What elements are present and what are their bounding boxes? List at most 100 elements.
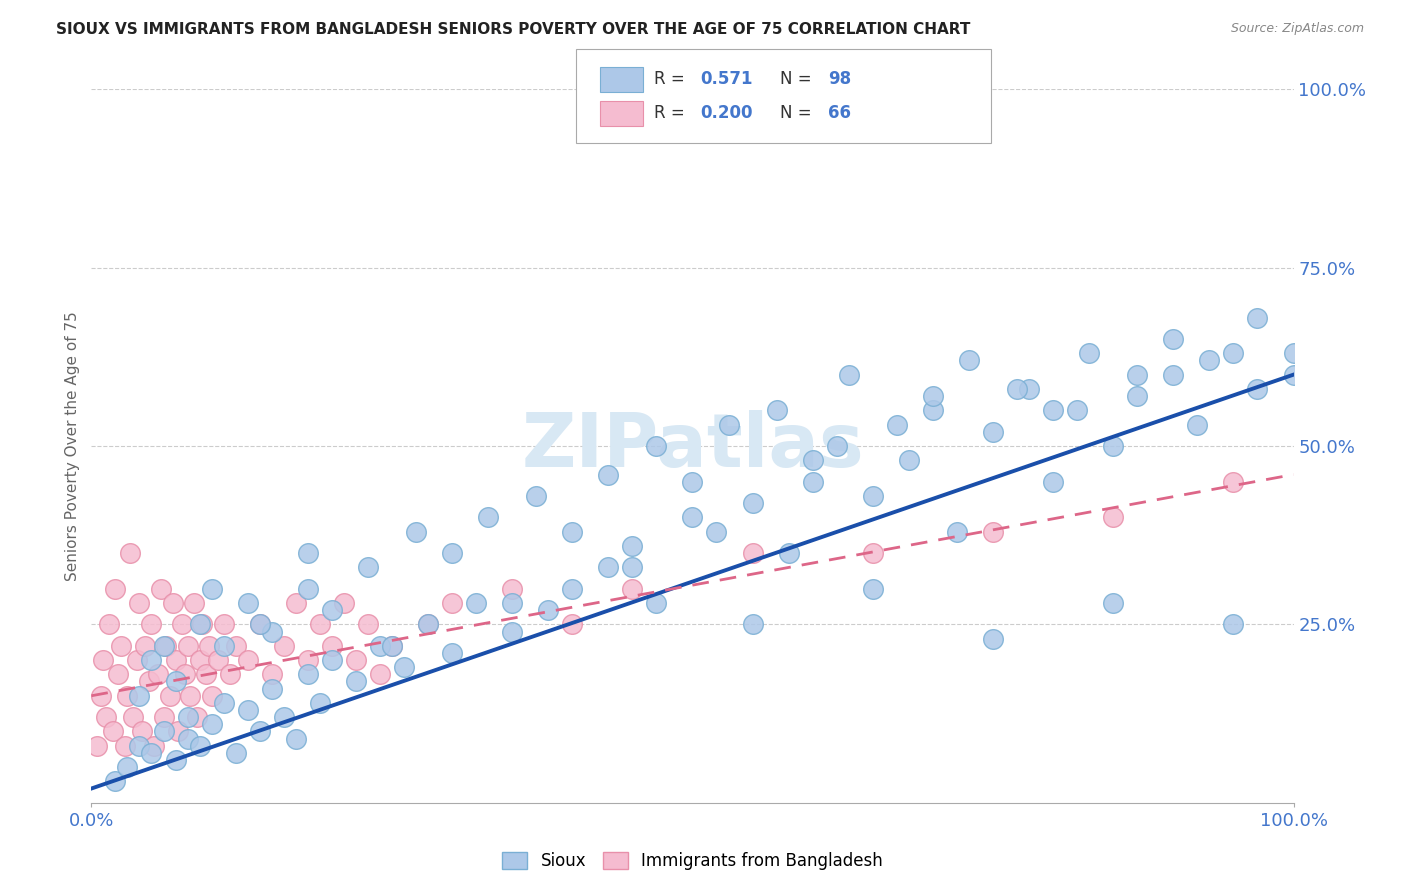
Point bbox=[152, 639, 174, 653]
Point bbox=[118, 546, 141, 560]
Point bbox=[1222, 475, 1244, 489]
Point bbox=[1222, 346, 1244, 360]
Point bbox=[1198, 353, 1220, 368]
Point bbox=[862, 582, 884, 596]
Point bbox=[162, 596, 184, 610]
Point bbox=[862, 546, 884, 560]
Point bbox=[357, 617, 380, 632]
Point bbox=[141, 617, 163, 632]
Point bbox=[741, 546, 763, 560]
Point bbox=[260, 681, 283, 696]
Point bbox=[537, 603, 560, 617]
Point bbox=[174, 667, 197, 681]
Point bbox=[344, 653, 367, 667]
Point bbox=[440, 646, 463, 660]
Point bbox=[117, 760, 139, 774]
Point bbox=[201, 689, 224, 703]
Point bbox=[357, 560, 380, 574]
Point bbox=[957, 353, 980, 368]
Point bbox=[825, 439, 848, 453]
Point bbox=[297, 667, 319, 681]
Point bbox=[717, 417, 740, 432]
Point bbox=[98, 617, 121, 632]
Point bbox=[946, 524, 969, 539]
Point bbox=[477, 510, 499, 524]
Point bbox=[440, 596, 463, 610]
Point bbox=[167, 724, 190, 739]
Point bbox=[284, 731, 307, 746]
Point bbox=[368, 639, 391, 653]
Point bbox=[249, 617, 271, 632]
Point bbox=[107, 667, 129, 681]
Point bbox=[381, 639, 404, 653]
Point bbox=[405, 524, 427, 539]
Point bbox=[741, 496, 763, 510]
Point bbox=[308, 617, 330, 632]
Point bbox=[598, 560, 620, 574]
Point bbox=[416, 617, 439, 632]
Point bbox=[260, 624, 283, 639]
Point bbox=[1102, 596, 1125, 610]
Point bbox=[141, 746, 163, 760]
Text: Source: ZipAtlas.com: Source: ZipAtlas.com bbox=[1230, 22, 1364, 36]
Point bbox=[440, 546, 463, 560]
Point bbox=[1126, 389, 1149, 403]
Point bbox=[321, 603, 343, 617]
Point bbox=[297, 653, 319, 667]
Point bbox=[621, 560, 644, 574]
Point bbox=[284, 596, 307, 610]
Point bbox=[183, 596, 205, 610]
Point bbox=[194, 667, 217, 681]
Point bbox=[188, 739, 211, 753]
Point bbox=[392, 660, 415, 674]
Point bbox=[561, 582, 583, 596]
Point bbox=[165, 653, 187, 667]
Point bbox=[142, 739, 165, 753]
Point bbox=[165, 674, 187, 689]
Text: R =: R = bbox=[654, 70, 690, 88]
Point bbox=[236, 703, 259, 717]
Point bbox=[465, 596, 488, 610]
Point bbox=[176, 731, 198, 746]
Point bbox=[188, 653, 211, 667]
Point bbox=[897, 453, 920, 467]
Point bbox=[138, 674, 160, 689]
Text: 66: 66 bbox=[828, 104, 851, 122]
Point bbox=[128, 689, 150, 703]
Point bbox=[333, 596, 356, 610]
Point bbox=[179, 689, 201, 703]
Point bbox=[165, 753, 187, 767]
Point bbox=[236, 653, 259, 667]
Point bbox=[201, 717, 224, 731]
Point bbox=[128, 739, 150, 753]
Point bbox=[981, 425, 1004, 439]
Point bbox=[838, 368, 860, 382]
Point bbox=[922, 389, 945, 403]
Point bbox=[1018, 382, 1040, 396]
Point bbox=[1222, 617, 1244, 632]
Point bbox=[1066, 403, 1088, 417]
Point bbox=[1102, 439, 1125, 453]
Point bbox=[125, 653, 148, 667]
Point bbox=[191, 617, 214, 632]
Point bbox=[1187, 417, 1209, 432]
Point bbox=[561, 617, 583, 632]
Point bbox=[93, 653, 115, 667]
Point bbox=[1005, 382, 1028, 396]
Point bbox=[207, 653, 229, 667]
Point bbox=[225, 746, 247, 760]
Point bbox=[236, 596, 259, 610]
Point bbox=[212, 696, 235, 710]
Point bbox=[104, 774, 127, 789]
Point bbox=[801, 453, 824, 467]
Point bbox=[94, 710, 117, 724]
Point bbox=[706, 524, 728, 539]
Point bbox=[1042, 403, 1064, 417]
Point bbox=[176, 639, 198, 653]
Point bbox=[801, 475, 824, 489]
Point bbox=[131, 724, 153, 739]
Point bbox=[1126, 368, 1149, 382]
Point bbox=[561, 524, 583, 539]
Point bbox=[150, 582, 173, 596]
Point bbox=[297, 582, 319, 596]
